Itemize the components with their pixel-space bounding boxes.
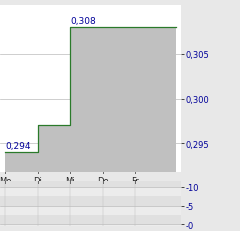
Text: Fr: Fr: [131, 176, 139, 185]
Bar: [0, 196, 181, 206]
Bar: [0, 187, 181, 196]
Bar: [0, 206, 181, 215]
Bar: [0, 215, 181, 225]
Text: Do: Do: [97, 176, 108, 185]
Text: 0,308: 0,308: [71, 17, 96, 26]
Text: Di: Di: [33, 176, 42, 185]
Text: Mi: Mi: [65, 176, 75, 185]
Polygon shape: [5, 28, 176, 172]
Text: 0,294: 0,294: [6, 141, 31, 150]
Bar: [0, 181, 181, 187]
Text: Mo: Mo: [0, 176, 11, 185]
